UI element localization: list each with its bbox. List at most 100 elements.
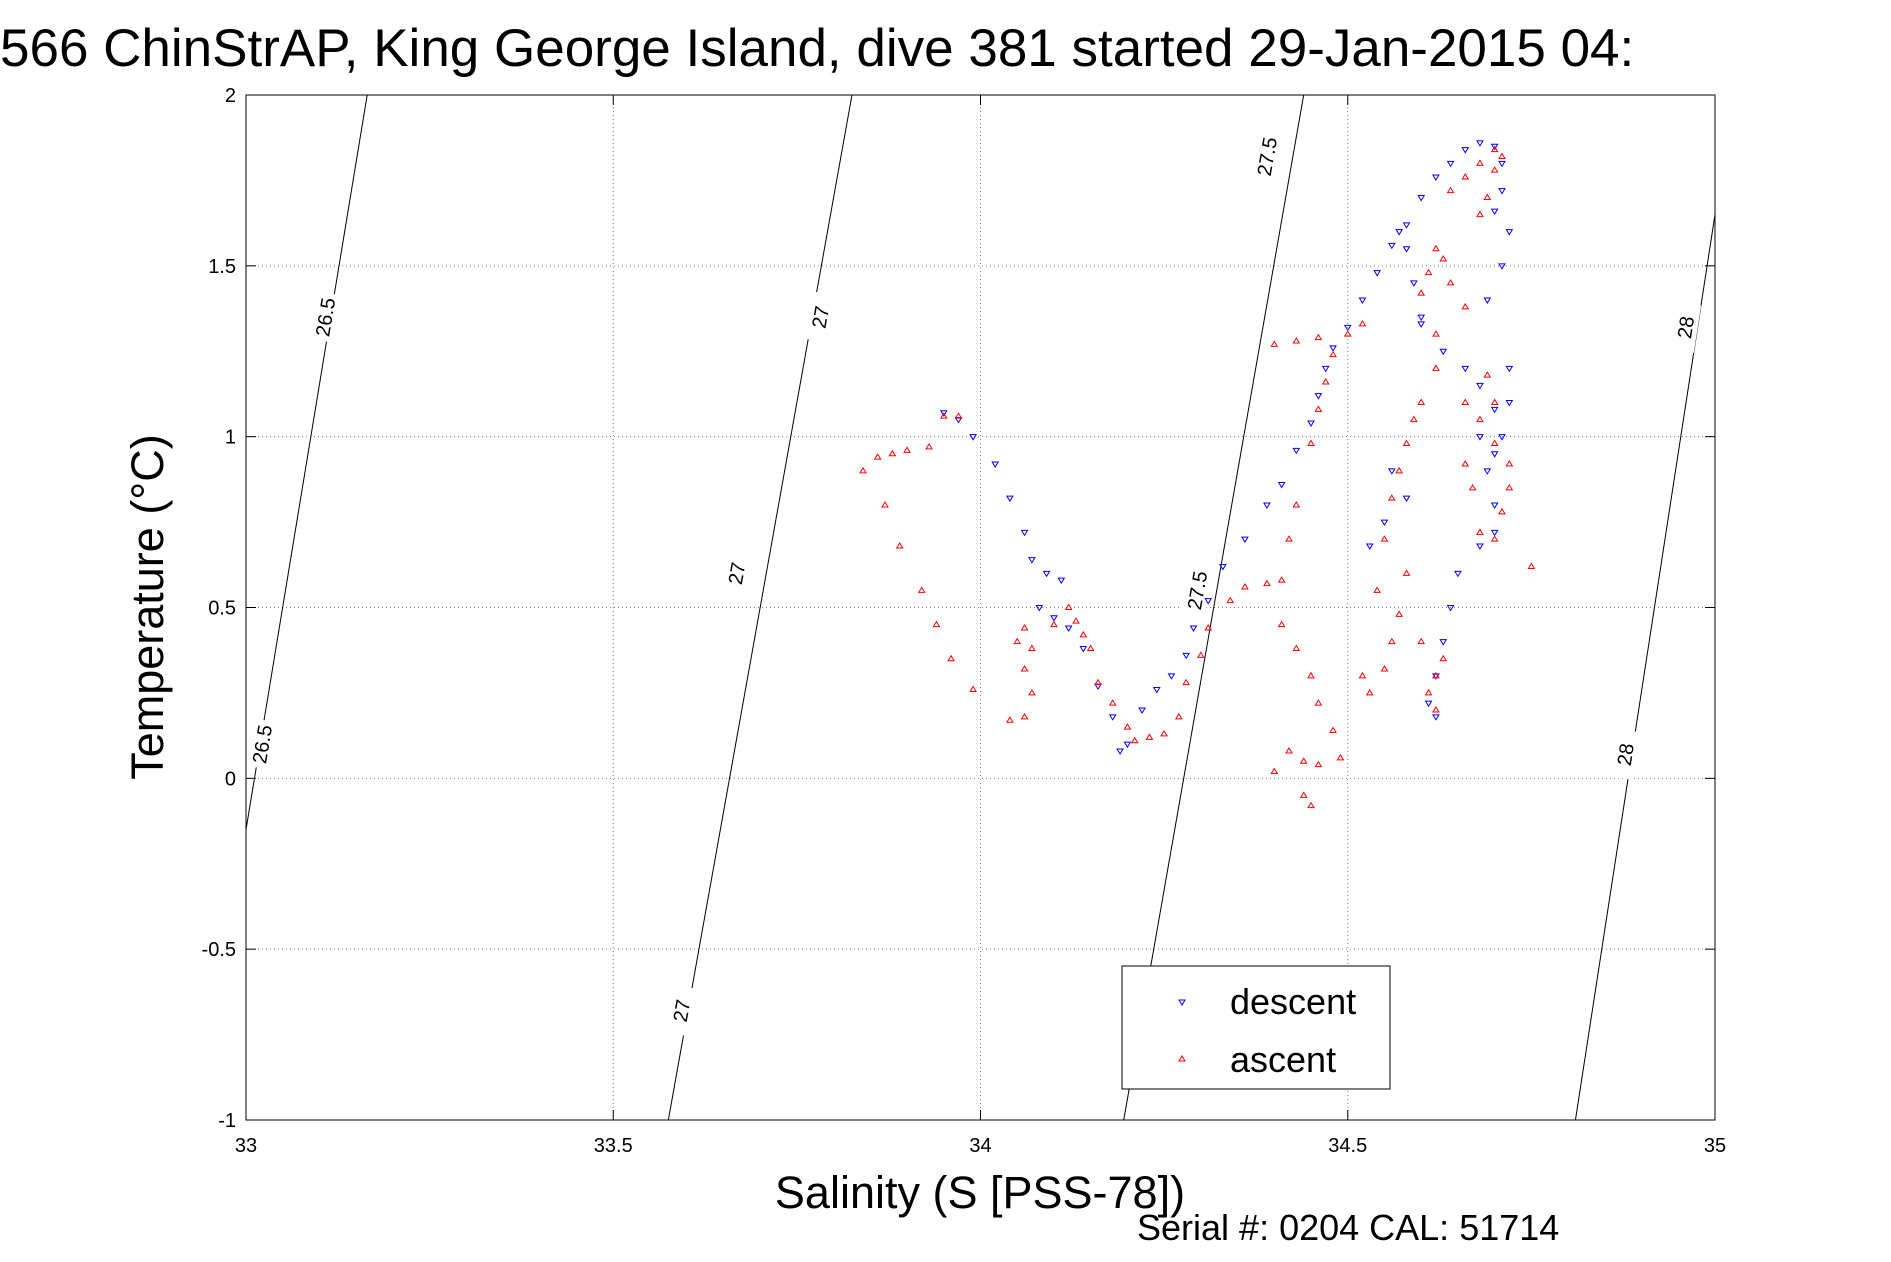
y-tick-label: 2 [225,85,236,107]
ascent-point [1476,210,1484,218]
legend: descent ascent [1121,965,1391,1090]
descent-point [1432,174,1440,181]
descent-point [1365,543,1374,550]
ascent-point [932,620,941,628]
descent-point [1409,280,1418,287]
ascent-point [1270,767,1279,774]
descent-point [1439,348,1448,356]
figure-title: 566 ChinStrAP, King George Island, dive … [0,19,1634,78]
descent-point [1028,557,1036,564]
descent-point [1505,400,1514,407]
ascent-point [1490,145,1499,153]
descent-point [1461,365,1470,373]
isopycnal-label-bg [804,291,837,343]
legend-marker-ascent [1178,1055,1186,1062]
grid-lines [246,95,1715,1120]
ascent-point [1314,333,1323,341]
ascent-point [1226,596,1235,604]
ascent-point [1432,244,1440,252]
descent-point [1263,502,1271,509]
ascent-point [1461,173,1470,180]
descent-point [1483,297,1492,304]
ascent-point [1072,617,1080,624]
descent-point [1476,382,1484,390]
ascent-point [1461,398,1470,405]
ascent-point [873,453,882,460]
descent-point [1454,570,1462,578]
ascent-point [1380,535,1389,542]
descent-point [1204,598,1213,605]
descent-point [1277,482,1286,489]
ascent-point [1358,319,1367,327]
descent-point [1005,495,1014,503]
ascent-point [1417,398,1426,405]
ascent-point [1130,736,1139,744]
descent-point [1189,625,1198,632]
ascent-point [1314,405,1323,412]
isopycnal-label-bg [1250,130,1283,183]
ascent-point [1160,729,1169,737]
ascent-point [925,442,933,450]
ascent-point [917,586,926,593]
ascent-point [1505,483,1514,491]
ascent-point [1387,637,1396,645]
descent-point [1417,195,1426,202]
ascent-point [1498,507,1506,515]
ascent-point [1461,302,1470,310]
ascent-point [1490,398,1499,405]
descent-point [1498,434,1506,441]
ascent-point [1432,330,1440,337]
ascent-point [895,542,904,549]
ascent-point [1483,371,1492,378]
ascent-point [1329,350,1337,358]
ascent-point [1329,726,1337,733]
ascent-point [1358,671,1367,679]
x-tick-label: 33 [235,1135,257,1157]
y-tick-label: 0 [225,768,236,790]
descent-point [1079,646,1088,653]
descent-point [1020,529,1029,537]
y-tick-label: -1 [218,1110,236,1132]
descent-point [1321,365,1330,373]
ascent-point [1196,651,1205,658]
ascent-point [1395,466,1404,474]
ascent-point [1123,723,1132,730]
ascent-point [1028,644,1036,651]
ascent-point [1174,712,1183,720]
x-tick-label: 33.5 [594,1135,633,1157]
ascent-point [1285,535,1293,542]
descent-point [1476,140,1484,147]
descent-point [1116,748,1124,755]
ascent-point [881,501,889,508]
descent-point [1108,714,1117,721]
ascent-point [1314,699,1323,706]
ascent-point [1395,610,1404,617]
y-tick-label: 1 [225,427,236,449]
ascent-point [1064,603,1073,610]
descent-point [1050,615,1058,622]
descent-point [1490,143,1499,151]
descent-point [1035,605,1044,612]
descent-point [1446,160,1455,168]
ascent-point [888,449,897,457]
ascent-point [1314,760,1323,768]
descent-point [1094,683,1102,691]
isopycnal-label-bg [1670,301,1702,353]
isopycnal-line [667,94,853,1121]
ascent-point [1299,791,1308,798]
ascent-point [1527,562,1536,569]
ascent-point [1432,706,1440,713]
ascent-point [1446,278,1455,286]
ascent-point [1285,747,1293,754]
descent-point [1424,700,1433,708]
ascent-point [1476,528,1484,535]
ascent-point [1204,624,1213,631]
ascent-point [1417,289,1426,296]
descent-point [1402,222,1411,229]
descent-point [954,417,963,424]
axis-ticks: 33 33.5 34 34.5 35 -1 -0.5 0 0.5 1 1.5 2 [202,85,1727,1157]
ascent-point [1505,460,1514,467]
isopycnal-label: 28 [1674,315,1699,340]
ascent-point [1292,501,1301,508]
